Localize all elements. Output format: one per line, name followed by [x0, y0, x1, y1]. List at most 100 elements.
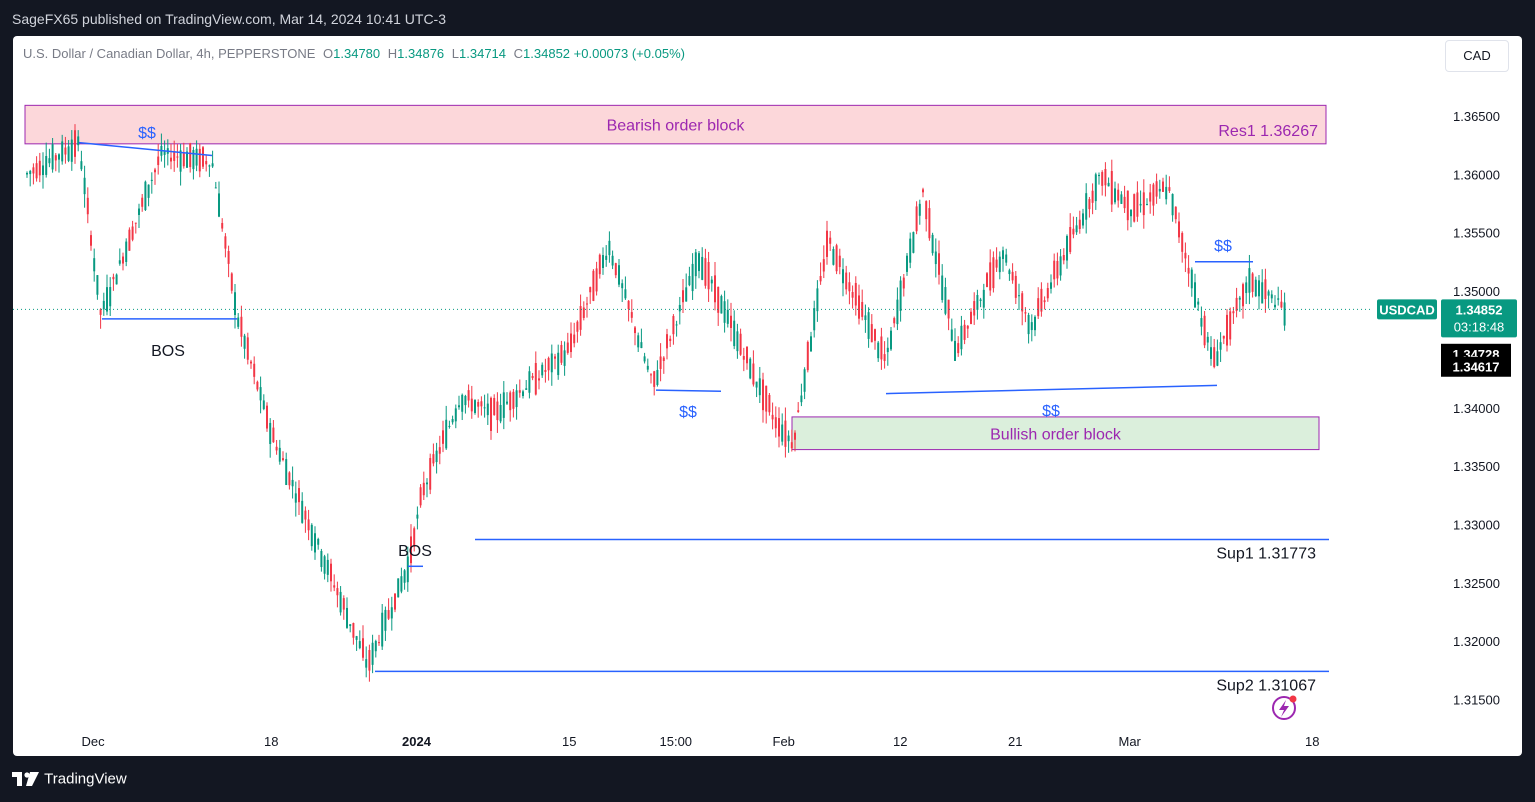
candle-body [93, 258, 96, 272]
candle-body [982, 289, 985, 308]
candle-body [922, 189, 924, 193]
candle-body [611, 255, 614, 266]
candle-body [1078, 219, 1081, 229]
candle-body [845, 272, 848, 290]
structure-line [78, 141, 213, 157]
candle-body [221, 222, 224, 229]
candle-body [1114, 188, 1116, 203]
candle-body [957, 343, 960, 354]
candle-body [205, 161, 208, 165]
chart-panel[interactable]: 1.365001.360001.355001.350001.345001.340… [13, 36, 1522, 756]
candle-body [317, 538, 320, 545]
candle-body [224, 236, 227, 249]
candle-body [685, 287, 688, 302]
candle-body [653, 371, 656, 387]
candle-body [182, 152, 185, 167]
candle-body [83, 177, 86, 195]
x-tick-label: 18 [1305, 734, 1319, 749]
candle-body [880, 336, 883, 360]
candle-body [992, 257, 995, 289]
candle-body [323, 556, 326, 574]
candle-body [192, 150, 195, 170]
zone-label: Bullish order block [990, 426, 1122, 443]
y-tick-label: 1.34000 [1453, 401, 1500, 416]
candle-body [1152, 184, 1155, 206]
candle-body [896, 299, 899, 325]
candle-body [838, 255, 841, 268]
candle-body [1011, 271, 1014, 281]
candle-body [320, 550, 323, 568]
lightning-icon[interactable] [1272, 696, 1296, 720]
candle-body [1187, 267, 1190, 274]
footer-brand[interactable]: TradingView [12, 770, 127, 792]
annotation-label: $$ [1214, 238, 1232, 255]
candle-body [1046, 288, 1049, 299]
candle-body [1056, 260, 1059, 279]
candle-body [442, 430, 444, 444]
candle-body [621, 283, 624, 289]
candle-body [432, 454, 435, 464]
candle-body [138, 208, 140, 215]
candle-body [342, 598, 345, 610]
candle-body [157, 156, 160, 166]
candlestick-chart[interactable]: 1.365001.360001.355001.350001.345001.340… [13, 36, 1522, 756]
candle-body [48, 158, 51, 164]
candle-body [646, 365, 649, 370]
candle-body [589, 287, 592, 293]
candle-body [867, 312, 870, 339]
candle-body [720, 296, 723, 314]
currency-button[interactable]: CAD [1445, 40, 1509, 72]
candle-body [1050, 282, 1052, 289]
notification-dot [1289, 695, 1297, 703]
candle-body [454, 408, 457, 422]
candle-body [1174, 206, 1177, 220]
candle-body [506, 401, 508, 404]
candle-body [150, 179, 153, 182]
level-tag-2-label: 1.34617 [1453, 360, 1500, 375]
candle-body [829, 237, 832, 244]
x-tick-label: Feb [773, 734, 795, 749]
candle-body [477, 402, 480, 407]
candle-body [1184, 252, 1187, 259]
candle-body [1248, 268, 1251, 293]
x-tick-label: 15:00 [660, 734, 693, 749]
tradingview-logo-icon [12, 772, 39, 787]
candle-body [1280, 301, 1283, 308]
candle-body [1094, 174, 1097, 202]
candle-body [630, 312, 633, 318]
candle-body [582, 307, 585, 318]
candle-body [995, 259, 998, 268]
candle-body [1171, 194, 1174, 216]
candle-body [778, 418, 780, 437]
candle-body [1178, 221, 1180, 238]
candle-body [902, 277, 905, 289]
candle-body [1062, 255, 1065, 261]
candle-body [538, 378, 540, 381]
candle-body [154, 169, 156, 173]
footer-brand-label: TradingView [44, 770, 127, 788]
candle-body [554, 356, 556, 359]
candle-body [656, 369, 659, 385]
candle-body [624, 289, 627, 299]
candle-body [973, 301, 976, 316]
candle-body [163, 151, 166, 155]
candle-body [147, 184, 150, 198]
candle-body [336, 588, 339, 596]
candle-body [262, 400, 265, 410]
candle-body [1021, 293, 1024, 312]
candle-body [813, 308, 816, 331]
candle-body [854, 282, 857, 306]
candle-body [134, 222, 137, 224]
candle-body [1283, 302, 1286, 326]
candle-body [1098, 174, 1100, 177]
candle-body [1168, 187, 1171, 191]
lightning-icon-glyph [1279, 700, 1289, 717]
candle-body [67, 146, 70, 161]
candle-body [115, 274, 118, 285]
candle-body [99, 309, 102, 315]
candle-body [544, 370, 547, 372]
candle-body [480, 401, 483, 407]
candle-body [272, 427, 275, 443]
candle-body [986, 273, 988, 288]
candle-body [627, 300, 630, 310]
